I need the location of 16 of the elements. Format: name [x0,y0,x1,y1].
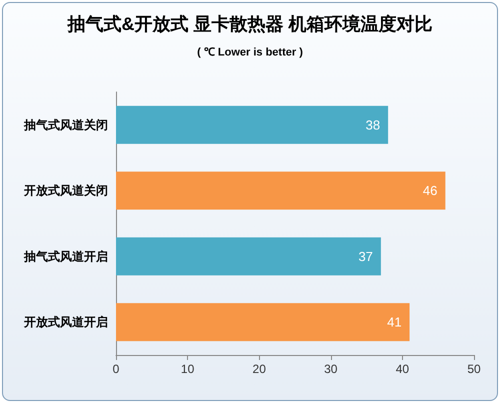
data-label: 41 [387,314,402,330]
chart-subtitle: ( ℃ Lower is better ) [197,46,304,58]
x-tick-label: 40 [396,362,410,376]
y-tick-label: 抽气式风道开启 [23,249,108,264]
y-tick-label: 开放式风道关闭 [23,184,108,198]
chart-title: 抽气式&开放式 显卡散热器 机箱环境温度对比 [66,14,433,34]
x-tick-label: 20 [252,362,266,376]
data-label: 38 [366,117,380,132]
data-label: 46 [422,183,438,198]
x-tick-label: 50 [467,362,481,376]
x-tick-label: 30 [324,362,338,376]
data-label: 37 [358,248,373,264]
y-tick-label: 抽气式风道关闭 [23,118,108,132]
x-tick-label: 10 [180,362,195,376]
y-tick-label: 开放式风道开启 [23,315,108,330]
x-tick-label: 0 [112,362,120,376]
